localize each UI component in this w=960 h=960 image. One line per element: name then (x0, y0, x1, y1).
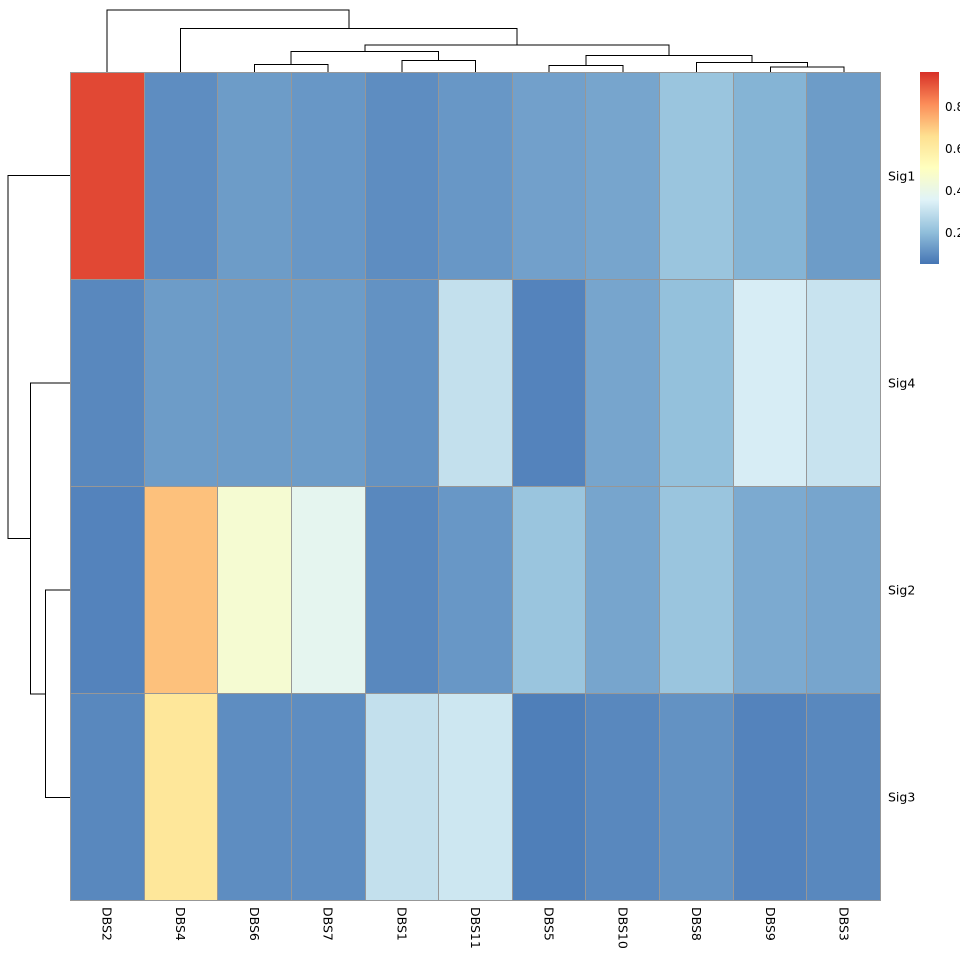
heatmap-cell (660, 73, 733, 279)
heatmap-cell (586, 694, 660, 900)
heatmap-cell (71, 694, 144, 900)
dendrogram-branch (106, 9, 350, 72)
column-dendrogram (106, 9, 845, 72)
legend-tick-label: 0.4 (945, 183, 960, 198)
heatmap-cell (807, 73, 880, 279)
heatmap-cell (365, 280, 439, 486)
dendrogram-branch (45, 589, 70, 798)
legend-tick-label: 0.8 (945, 100, 960, 115)
heatmap-cell (660, 694, 733, 900)
heatmap-cell (291, 280, 365, 486)
heatmap-cell (218, 694, 291, 900)
heatmap-cell (439, 694, 512, 900)
heatmap-cell (291, 487, 365, 693)
heatmap-cell (512, 487, 586, 693)
column-label: DBS10 (615, 907, 631, 949)
heatmap-cell (71, 487, 144, 693)
heatmap-cell (365, 487, 439, 693)
row-label: Sig3 (888, 789, 916, 805)
heatmap-cell (439, 73, 512, 279)
heatmap-cell (365, 694, 439, 900)
row-label: Sig1 (888, 168, 916, 184)
heatmap-cell (660, 487, 733, 693)
heatmap-cell (733, 694, 807, 900)
heatmap-cell (291, 73, 365, 279)
column-label: DBS8 (689, 907, 705, 941)
heatmap-cell (291, 694, 365, 900)
dendrogram-branch (364, 44, 670, 56)
column-label: DBS2 (99, 907, 115, 941)
dendrogram-branch (290, 51, 440, 65)
dendrogram-branch (29, 382, 70, 695)
heatmap-cell (71, 73, 144, 279)
heatmap-cell (733, 73, 807, 279)
dendrogram-branch (253, 63, 329, 72)
legend-tick-label: 0.6 (945, 142, 960, 157)
column-label: DBS4 (173, 907, 189, 941)
column-label: DBS7 (320, 907, 336, 941)
column-label: DBS9 (762, 907, 778, 941)
heatmap-cell (807, 280, 880, 486)
column-label: DBS5 (541, 907, 557, 941)
heatmap-grid (70, 72, 881, 901)
heatmap-cell (218, 73, 291, 279)
row-dendrogram (7, 175, 70, 798)
heatmap-cell (512, 280, 586, 486)
row-label: Sig2 (888, 582, 916, 598)
dendrogram-branch (7, 175, 70, 539)
dendrogram-branch (401, 60, 476, 72)
heatmap-cell (733, 487, 807, 693)
heatmap-cell (144, 280, 218, 486)
column-label: DBS1 (394, 907, 410, 941)
heatmap-cell (144, 73, 218, 279)
heatmap-cell (512, 73, 586, 279)
heatmap-cell (807, 694, 880, 900)
heatmap-cell (586, 73, 660, 279)
heatmap-cell (807, 487, 880, 693)
column-label: DBS3 (836, 907, 852, 941)
dendrogram-branch (180, 28, 518, 72)
heatmap-cell (512, 694, 586, 900)
heatmap-cell (733, 280, 807, 486)
heatmap-cell (144, 694, 218, 900)
legend-tick-label: 0.2 (945, 225, 960, 240)
heatmap-cell (218, 487, 291, 693)
heatmap-cell (586, 487, 660, 693)
column-label: DBS6 (246, 907, 262, 941)
heatmap-cell (439, 280, 512, 486)
heatmap-cell (144, 487, 218, 693)
color-legend-bar (920, 72, 939, 264)
heatmap-cell (586, 280, 660, 486)
heatmap-cell (365, 73, 439, 279)
heatmap-cell (660, 280, 733, 486)
heatmap-cell (439, 487, 512, 693)
row-label: Sig4 (888, 375, 916, 391)
heatmap-cell (218, 280, 291, 486)
heatmap-cell (71, 280, 144, 486)
column-label: DBS11 (468, 907, 483, 949)
dendrogram-branch (585, 54, 753, 66)
